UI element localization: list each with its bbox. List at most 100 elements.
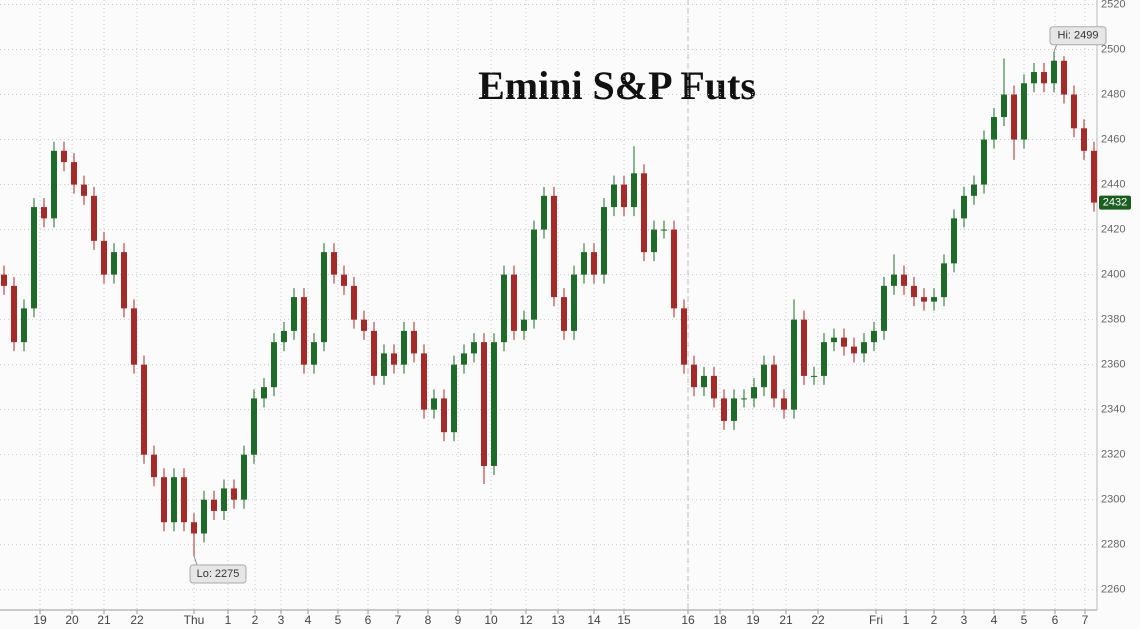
last-price-label: 2432 xyxy=(1103,196,1127,208)
candle-body xyxy=(651,229,657,253)
x-tick-label: 5 xyxy=(1021,613,1028,627)
candle-body xyxy=(571,274,577,331)
candle-body xyxy=(291,297,297,331)
candle-body xyxy=(201,499,207,534)
y-tick-label: 2300 xyxy=(1101,494,1125,506)
x-tick-label: 2 xyxy=(252,613,259,627)
candle-body xyxy=(761,364,767,388)
candle-body xyxy=(881,285,887,331)
x-tick-label: 7 xyxy=(1082,613,1089,627)
candle-body xyxy=(501,274,507,343)
chart-title: Emini S&P Futs xyxy=(478,63,756,108)
candle-body xyxy=(1,274,7,286)
y-tick-label: 2260 xyxy=(1101,584,1125,596)
candle-body xyxy=(641,173,647,253)
candle-body xyxy=(331,252,337,275)
y-tick-label: 2320 xyxy=(1101,449,1125,461)
candle-body xyxy=(191,522,197,534)
x-tick-label: 8 xyxy=(425,613,432,627)
y-tick-label: 2360 xyxy=(1101,359,1125,371)
candle-body xyxy=(51,150,57,219)
y-tick-label: 2460 xyxy=(1101,133,1125,145)
candle-body xyxy=(721,398,727,421)
candle-body xyxy=(1021,83,1027,140)
candle-body xyxy=(851,346,857,354)
candle-body xyxy=(311,342,317,365)
candle-body xyxy=(731,398,737,421)
annotation-label: Lo: 2275 xyxy=(197,568,240,580)
candle-body xyxy=(531,229,537,320)
candle-body xyxy=(111,252,117,275)
candle-body xyxy=(31,207,37,309)
candle-body xyxy=(971,184,977,196)
candle-body xyxy=(671,229,677,309)
candle-body xyxy=(871,330,877,343)
candle-body xyxy=(11,285,17,343)
candle-body xyxy=(161,477,167,523)
x-tick-label: 6 xyxy=(1052,613,1059,627)
x-tick-label: 19 xyxy=(33,613,47,627)
candle-body xyxy=(21,308,27,343)
candle-body xyxy=(821,342,827,376)
candle-body xyxy=(321,252,327,343)
candle-body xyxy=(751,387,757,399)
candle-body xyxy=(361,319,367,331)
candle-body xyxy=(471,342,477,354)
candle-body xyxy=(61,150,67,163)
candle-body xyxy=(1071,94,1077,129)
x-tick-label: 9 xyxy=(455,613,462,627)
y-tick-label: 2520 xyxy=(1101,0,1125,10)
candle-body xyxy=(371,330,377,376)
x-tick-label: 22 xyxy=(811,613,825,627)
candle-body xyxy=(1081,128,1087,151)
candle-body xyxy=(511,274,517,331)
candle-body xyxy=(1051,60,1057,84)
candle-body xyxy=(341,274,347,286)
y-tick-label: 2400 xyxy=(1101,269,1125,281)
candle-body xyxy=(921,297,927,302)
candle-body xyxy=(931,297,937,302)
last-price-tag xyxy=(1099,195,1131,210)
x-tick-label: 4 xyxy=(991,613,998,627)
candle-body xyxy=(431,398,437,410)
candle-body xyxy=(601,207,607,275)
candle-body xyxy=(411,330,417,354)
candle-body xyxy=(231,488,237,500)
candle-body xyxy=(631,173,637,208)
x-tick-label: 21 xyxy=(97,613,111,627)
candle-body xyxy=(151,454,157,478)
candle-body xyxy=(901,274,907,286)
candle-body xyxy=(401,330,407,365)
candle-body xyxy=(391,353,397,365)
x-tick-label: 10 xyxy=(484,613,498,627)
x-tick-label: 14 xyxy=(587,613,601,627)
x-tick-label: Fri xyxy=(869,613,883,627)
candle-body xyxy=(811,375,817,377)
candle-body xyxy=(741,398,747,400)
candle-body xyxy=(91,195,97,241)
x-tick-label: 12 xyxy=(519,613,533,627)
candle-body xyxy=(681,308,687,365)
candle-body xyxy=(861,342,867,354)
candle-body xyxy=(141,364,147,455)
candle-body xyxy=(461,353,467,365)
candle-body xyxy=(661,229,667,231)
x-tick-label: 22 xyxy=(130,613,144,627)
annotation-box xyxy=(189,564,247,584)
x-tick-label: 6 xyxy=(365,613,372,627)
candle-body xyxy=(1031,72,1037,84)
x-tick-label: 2 xyxy=(931,613,938,627)
y-tick-label: 2500 xyxy=(1101,43,1125,55)
candle-body xyxy=(221,488,227,511)
x-tick-label: 3 xyxy=(961,613,968,627)
candle-body xyxy=(101,240,107,275)
x-tick-label: 19 xyxy=(746,613,760,627)
candle-body xyxy=(281,330,287,343)
candle-body xyxy=(211,499,217,511)
candle-body xyxy=(241,454,247,500)
x-tick-label: 1 xyxy=(903,613,910,627)
candle-body xyxy=(841,337,847,347)
candle-body xyxy=(251,398,257,455)
candle-body xyxy=(911,285,917,298)
